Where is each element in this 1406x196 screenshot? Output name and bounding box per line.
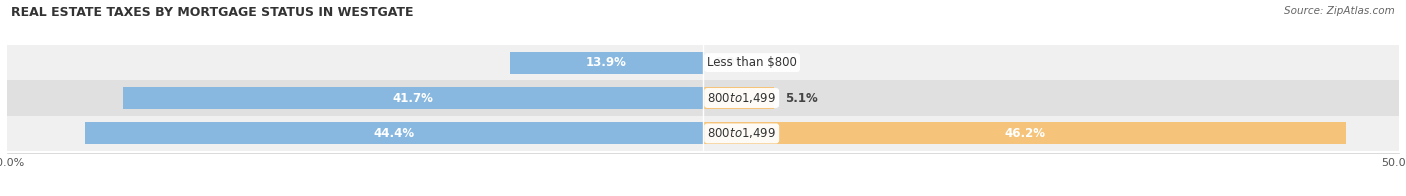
Text: 46.2%: 46.2% bbox=[1004, 127, 1045, 140]
Text: 0.0%: 0.0% bbox=[714, 56, 747, 69]
Text: $800 to $1,499: $800 to $1,499 bbox=[707, 91, 776, 105]
Text: 13.9%: 13.9% bbox=[586, 56, 627, 69]
Text: 44.4%: 44.4% bbox=[374, 127, 415, 140]
Text: REAL ESTATE TAXES BY MORTGAGE STATUS IN WESTGATE: REAL ESTATE TAXES BY MORTGAGE STATUS IN … bbox=[11, 6, 413, 19]
Text: Source: ZipAtlas.com: Source: ZipAtlas.com bbox=[1284, 6, 1395, 16]
Bar bbox=[7, 80, 1399, 116]
Bar bbox=[509, 52, 703, 74]
Bar bbox=[122, 87, 703, 109]
Bar bbox=[84, 122, 703, 144]
Bar bbox=[7, 116, 1399, 151]
Text: Less than $800: Less than $800 bbox=[707, 56, 797, 69]
Text: $800 to $1,499: $800 to $1,499 bbox=[707, 126, 776, 140]
Bar bbox=[703, 87, 773, 109]
Text: 5.1%: 5.1% bbox=[785, 92, 818, 104]
Bar bbox=[7, 45, 1399, 80]
Bar bbox=[703, 122, 1346, 144]
Text: 41.7%: 41.7% bbox=[392, 92, 433, 104]
